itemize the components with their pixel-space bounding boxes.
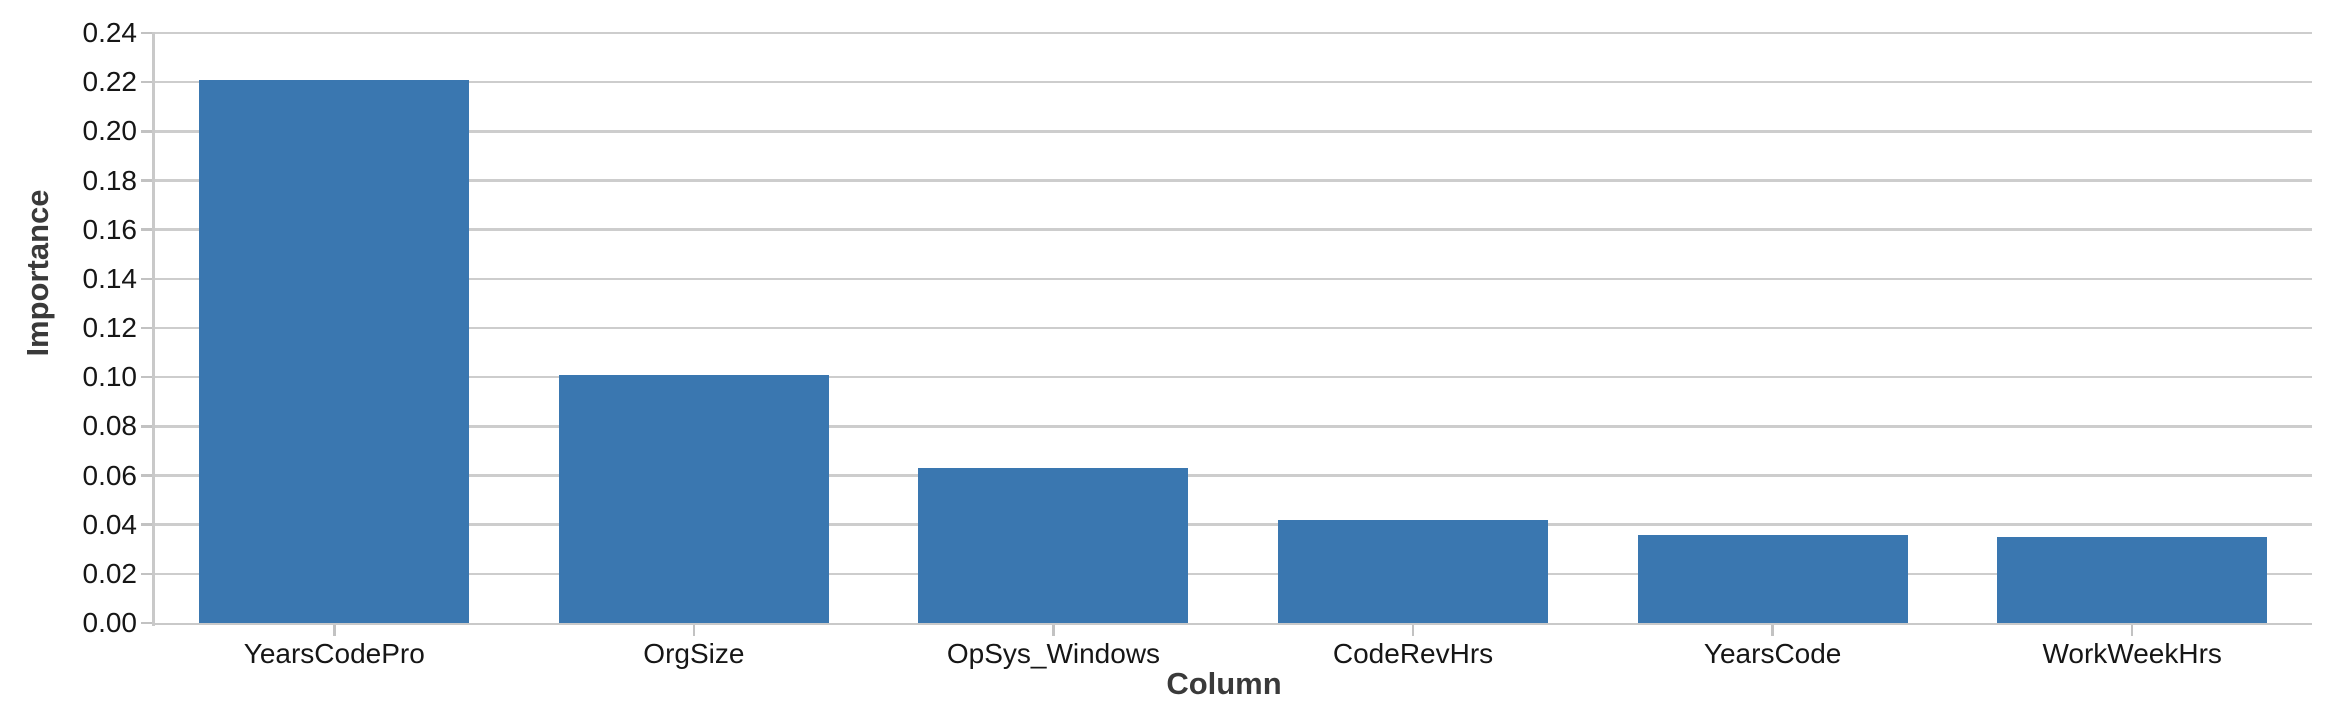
y-tick-mark xyxy=(140,572,153,576)
grid-line xyxy=(154,326,2312,330)
y-tick-mark xyxy=(140,130,153,133)
grid-line xyxy=(154,474,2312,477)
y-tick-label: 0.16 xyxy=(82,213,138,245)
x-tick-label: OrgSize xyxy=(643,638,745,669)
x-tick-mark xyxy=(1771,624,1774,636)
y-tick-label: 0.24 xyxy=(82,17,138,48)
y-tick-label: 0.10 xyxy=(82,361,138,393)
bar-CodeRevHrs xyxy=(1278,519,1549,623)
x-tick-mark xyxy=(333,624,336,636)
y-tick-label: 0.04 xyxy=(82,508,138,540)
grid-line xyxy=(154,228,2312,231)
y-tick-label: 0.18 xyxy=(82,164,138,196)
x-axis-title: Column xyxy=(1166,666,1282,701)
grid-line xyxy=(154,130,2312,133)
y-tick-label: 0.00 xyxy=(82,607,138,638)
bar-OpSys_Windows xyxy=(918,468,1189,623)
grid-line xyxy=(154,31,2312,35)
y-tick-mark xyxy=(140,326,153,330)
bar-YearsCode xyxy=(1637,534,1908,623)
grid-line xyxy=(154,277,2312,281)
y-tick-mark xyxy=(140,425,153,428)
y-tick-mark xyxy=(140,80,153,84)
x-axis-line xyxy=(152,622,2312,625)
grid-line xyxy=(154,375,2312,379)
x-tick-mark xyxy=(1052,624,1055,636)
y-tick-label: 0.06 xyxy=(82,459,138,491)
grid-line xyxy=(154,425,2312,428)
x-tick-mark xyxy=(1411,624,1415,636)
grid-line xyxy=(154,179,2312,182)
x-tick-label: OpSys_Windows xyxy=(946,638,1161,669)
y-tick-mark xyxy=(140,277,153,281)
x-tick-mark xyxy=(2130,624,2134,636)
y-tick-label: 0.22 xyxy=(82,66,138,98)
bar-OrgSize xyxy=(558,374,829,623)
y-tick-mark xyxy=(140,31,153,35)
y-tick-mark xyxy=(140,228,153,231)
x-tick-label: CodeRevHrs xyxy=(1332,638,1494,669)
y-tick-mark xyxy=(140,179,153,182)
y-tick-mark xyxy=(140,523,153,526)
y-tick-mark xyxy=(140,474,153,477)
y-tick-mark xyxy=(140,375,153,379)
x-tick-label: YearsCode xyxy=(1703,638,1842,669)
y-tick-mark xyxy=(140,621,153,625)
bar-WorkWeekHrs xyxy=(1997,536,2268,623)
y-tick-label: 0.20 xyxy=(82,115,138,147)
y-axis-line xyxy=(152,31,155,626)
x-tick-label: WorkWeekHrs xyxy=(2042,638,2222,669)
x-tick-mark xyxy=(692,624,696,636)
y-tick-label: 0.14 xyxy=(82,262,138,294)
grid-line xyxy=(154,80,2312,84)
x-tick-label: YearsCodePro xyxy=(243,638,425,669)
y-tick-label: 0.08 xyxy=(82,410,138,442)
grid-line xyxy=(154,572,2312,576)
y-tick-label: 0.02 xyxy=(82,557,138,589)
grid-line xyxy=(154,523,2312,526)
y-tick-label: 0.12 xyxy=(82,312,138,343)
bar-YearsCodePro xyxy=(199,79,470,623)
